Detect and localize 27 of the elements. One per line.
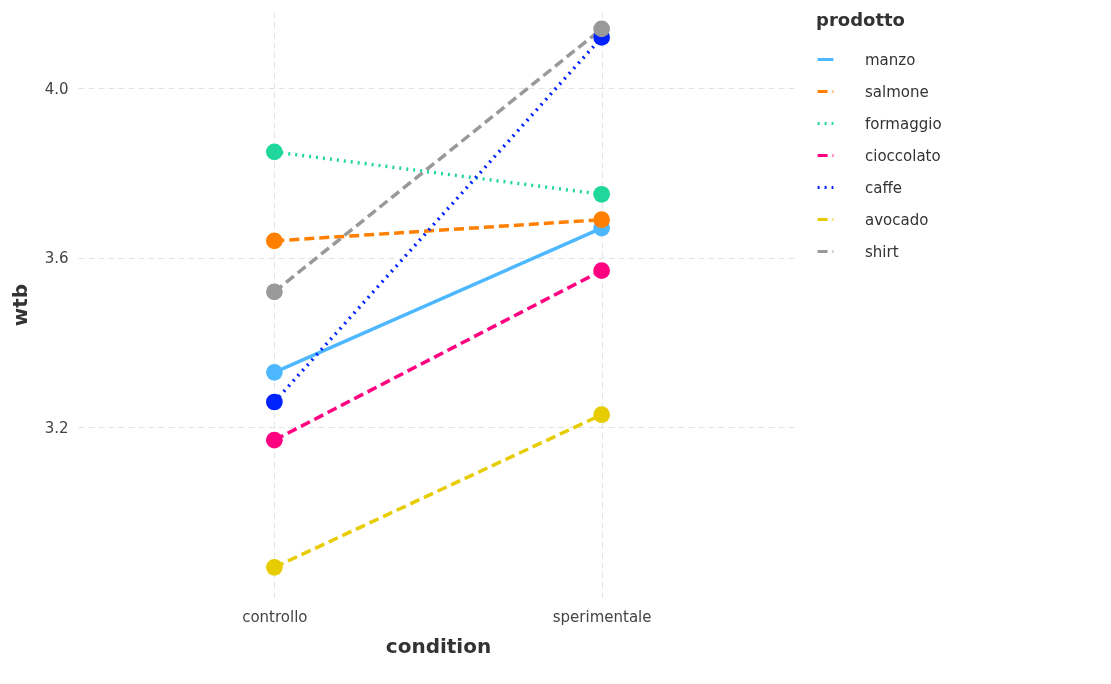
point bbox=[266, 143, 283, 161]
legend-label: cioccolato bbox=[865, 146, 941, 165]
y-tick-label: 3.2 bbox=[44, 418, 69, 437]
x-axis-title: condition bbox=[385, 633, 492, 658]
point bbox=[593, 20, 610, 38]
x-tick-label: controllo bbox=[242, 607, 308, 626]
point bbox=[266, 363, 283, 381]
y-tick-label: 4.0 bbox=[44, 79, 69, 98]
legend-label: formaggio bbox=[865, 114, 942, 133]
point bbox=[593, 211, 610, 229]
legend-label: manzo bbox=[865, 50, 916, 69]
point bbox=[593, 262, 610, 279]
point bbox=[266, 558, 283, 576]
legend-label: salmone bbox=[865, 82, 929, 101]
point bbox=[593, 406, 610, 424]
point bbox=[266, 431, 283, 449]
legend-title: prodotto bbox=[816, 9, 905, 30]
legend-label: caffe bbox=[865, 178, 903, 197]
point bbox=[266, 283, 283, 301]
legend-label: avocado bbox=[865, 210, 929, 229]
x-tick-label: sperimentale bbox=[552, 607, 652, 626]
point bbox=[593, 185, 610, 203]
point bbox=[266, 232, 283, 250]
y-tick-label: 3.6 bbox=[44, 249, 69, 268]
y-axis-title: wtb bbox=[7, 283, 32, 327]
point bbox=[266, 393, 283, 411]
legend-label: shirt bbox=[865, 242, 899, 261]
